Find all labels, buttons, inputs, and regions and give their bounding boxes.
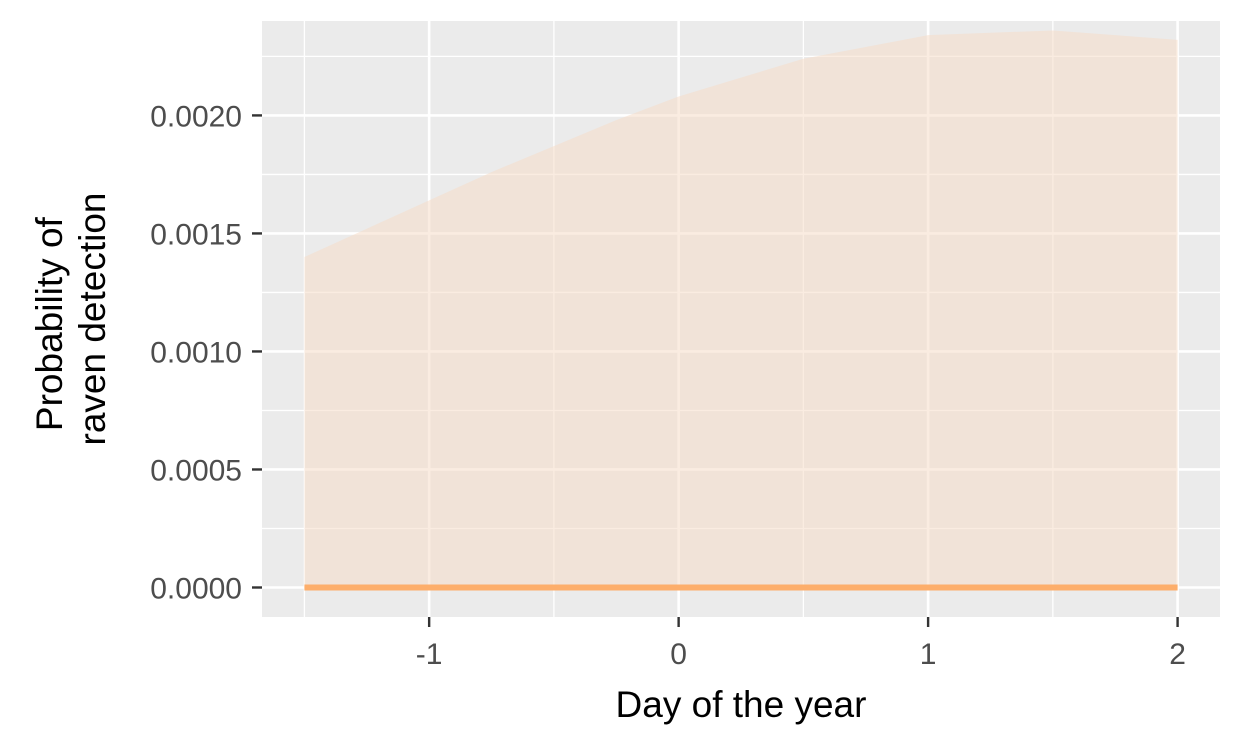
y-axis-title: Probability of raven detection [29,192,113,445]
y-axis-title-line-1: Probability of [29,216,70,431]
y-axis: 0.0000 0.0005 0.0010 0.0015 0.0020 [150,100,262,605]
x-axis-title: Day of the year [616,684,867,725]
y-tick-label: 0.0000 [150,572,242,605]
x-tick-label: 0 [670,638,687,671]
y-tick-label: 0.0020 [150,100,242,133]
y-tick-label: 0.0015 [150,218,242,251]
confidence-ribbon [304,30,1178,588]
y-tick-label: 0.0005 [150,454,242,487]
x-tick-label: 2 [1169,638,1186,671]
x-axis: -1 0 1 2 [416,617,1186,671]
y-axis-title-line-2: raven detection [72,192,113,445]
x-tick-label: 1 [920,638,937,671]
x-tick-label: -1 [416,638,443,671]
y-tick-label: 0.0010 [150,336,242,369]
